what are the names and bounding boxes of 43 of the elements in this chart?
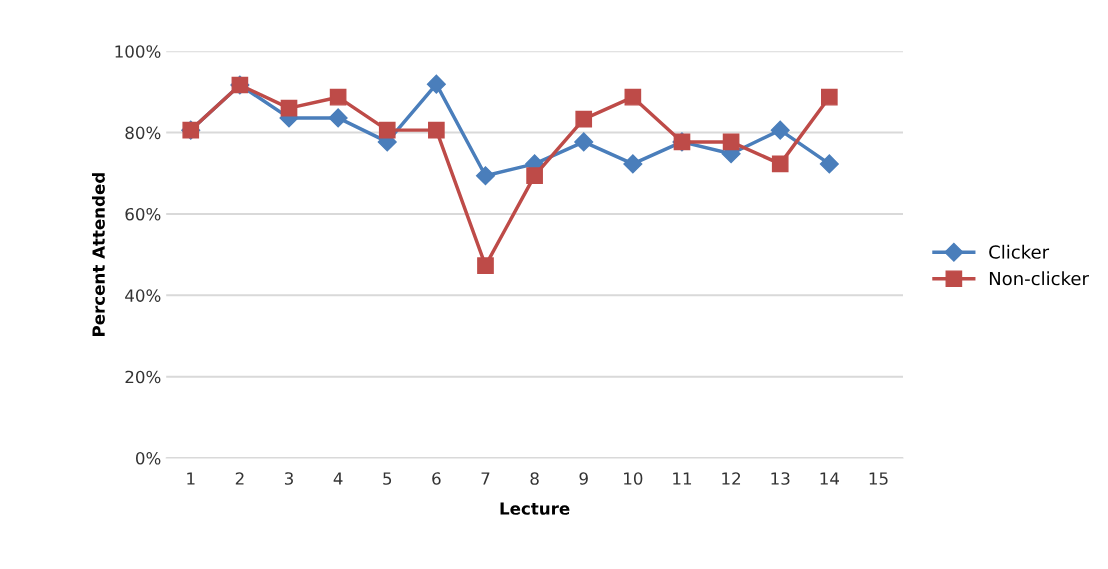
x-tick-label: 4 bbox=[333, 472, 343, 485]
y-tick-label: 80% bbox=[125, 126, 161, 140]
x-tick-label: 7 bbox=[481, 472, 490, 485]
x-tick-label: 5 bbox=[383, 472, 392, 485]
y-tick-label: 40% bbox=[125, 289, 161, 302]
legend-label: Non-clicker bbox=[989, 271, 1089, 286]
point bbox=[526, 167, 543, 185]
point bbox=[477, 257, 494, 274]
y-tick-label: 20% bbox=[125, 370, 161, 384]
point bbox=[821, 88, 838, 106]
point bbox=[378, 121, 396, 139]
point bbox=[426, 74, 446, 94]
point bbox=[428, 121, 445, 139]
x-tick-label: 10 bbox=[624, 472, 643, 485]
x-tick-label: 2 bbox=[235, 472, 244, 485]
legend-label: Clicker bbox=[989, 244, 1050, 259]
point bbox=[623, 154, 643, 174]
y-tick-label: 60% bbox=[125, 207, 161, 221]
x-tick-label: 11 bbox=[673, 472, 692, 485]
point bbox=[574, 132, 594, 152]
x-tick-label: 6 bbox=[432, 472, 441, 485]
point bbox=[328, 108, 348, 128]
point bbox=[771, 155, 789, 173]
point bbox=[329, 88, 347, 106]
y-tick-label: 100% bbox=[115, 45, 161, 58]
point bbox=[624, 88, 642, 106]
y-axis-title: Percent Attended bbox=[92, 173, 105, 336]
x-tick-label: 13 bbox=[771, 472, 790, 485]
point bbox=[575, 110, 593, 128]
x-tick-label: 12 bbox=[722, 472, 741, 485]
point bbox=[770, 120, 790, 140]
point bbox=[475, 166, 496, 186]
x-tick-label: 15 bbox=[869, 472, 888, 485]
x-tick-label: 1 bbox=[187, 472, 195, 485]
x-tick-label: 9 bbox=[579, 472, 588, 485]
x-tick-label: 14 bbox=[820, 472, 840, 485]
point bbox=[819, 154, 839, 174]
x-tick-label: 8 bbox=[530, 472, 539, 485]
point bbox=[280, 99, 298, 117]
x-axis-title: Lecture bbox=[500, 502, 570, 515]
x-tick-label: 3 bbox=[284, 472, 293, 485]
y-tick-label: 0% bbox=[136, 452, 161, 465]
point bbox=[722, 133, 740, 151]
